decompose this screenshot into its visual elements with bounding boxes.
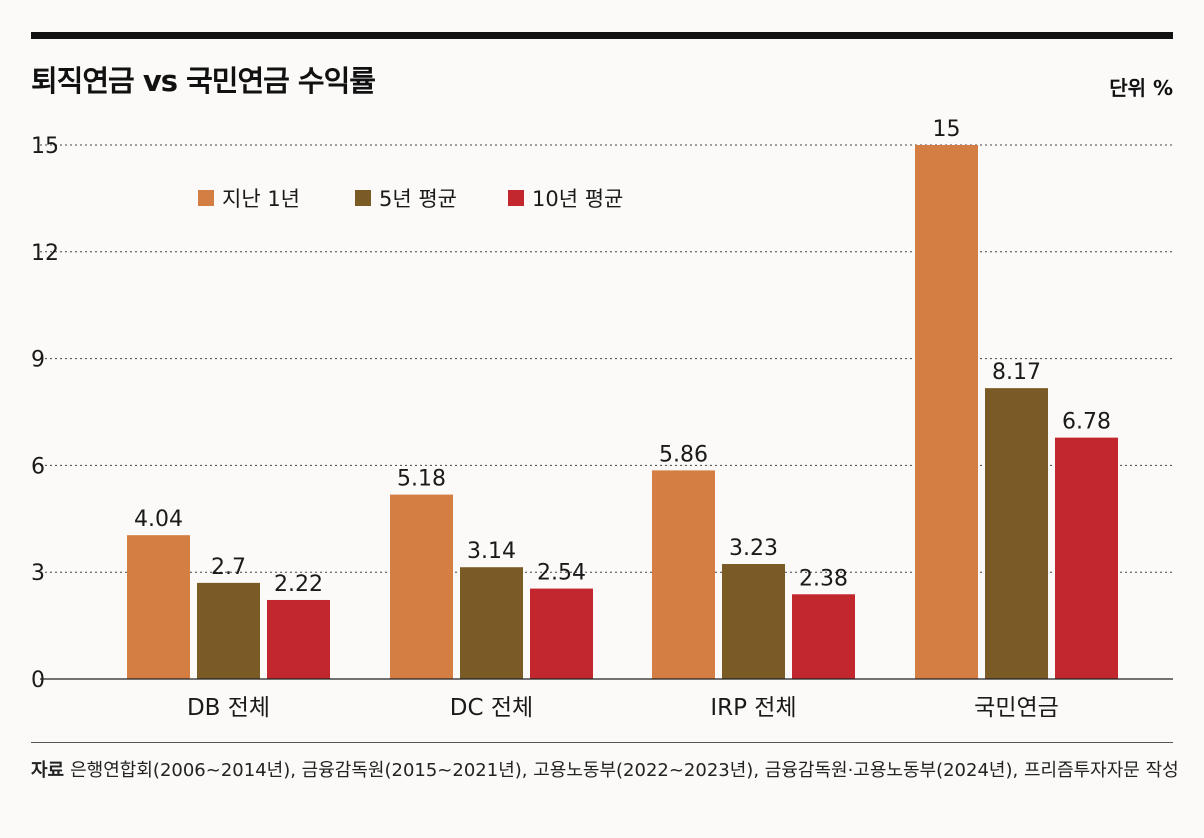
chart-title: 퇴직연금 vs 국민연금 수익률 [31,64,376,98]
bar [267,599,330,679]
data-label: 2.7 [211,555,246,580]
data-label: 3.23 [729,536,778,561]
bar [652,470,715,679]
data-label: 15 [933,117,961,142]
legend-swatch [355,190,371,206]
data-label: 5.18 [397,467,446,492]
bar [792,594,855,679]
y-tick-label: 15 [31,134,59,159]
y-tick-label: 3 [31,561,45,586]
bar [390,494,453,679]
bar [197,582,260,679]
x-tick-label: DC 전체 [450,695,533,721]
bar [530,588,593,679]
bar [127,535,190,679]
data-label: 6.78 [1062,410,1111,435]
bar [460,567,523,679]
grid-lines [40,144,1173,573]
source-label: 자료 [31,760,65,781]
source-note: 자료 은행연합회(2006~2014년), 금융감독원(2015~2021년), … [31,756,1181,785]
legend-label: 지난 1년 [222,187,300,211]
data-labels: 4.04 2.7 2.22 5.18 3.14 2.54 5.86 3.23 2.38 15 8.1… [134,117,1111,597]
y-tick-label: 0 [31,668,45,693]
y-tick-labels: 0 3 6 9 12 15 [31,134,59,693]
y-tick-label: 6 [31,454,45,479]
data-label: 8.17 [992,360,1041,385]
x-tick-label: 국민연금 [974,695,1059,721]
legend-swatch [508,190,524,206]
bar [722,564,785,679]
top-rule [31,32,1173,39]
unit-label: 단위 % [1109,76,1173,100]
y-tick-label: 9 [31,348,45,373]
bar-chart: 0 3 6 9 12 15 4.04 2.7 2.22 5.18 3.14 2.54 5.86 3.23… [31,117,1173,721]
bottom-rule [31,742,1173,743]
x-axis: DB 전체 DC 전체 IRP 전체 국민연금 [40,678,1173,721]
legend-swatch [198,190,214,206]
y-tick-label: 12 [31,241,59,266]
x-tick-label: DB 전체 [187,695,270,721]
legend-label: 10년 평균 [532,187,623,211]
data-label: 4.04 [134,507,183,532]
bar [915,145,978,679]
bars [127,145,1118,679]
legend: 지난 1년 5년 평균 10년 평균 [198,187,623,211]
data-label: 2.54 [537,561,586,586]
source-text: 은행연합회(2006~2014년), 금융감독원(2015~2021년), 고용… [70,760,1179,781]
data-label: 2.38 [799,566,848,591]
data-label: 5.86 [659,442,708,467]
legend-label: 5년 평균 [379,187,457,211]
x-tick-label: IRP 전체 [710,695,796,721]
bar [1055,437,1118,679]
bar [985,388,1048,679]
data-label: 2.22 [274,572,323,597]
data-label: 3.14 [467,539,516,564]
